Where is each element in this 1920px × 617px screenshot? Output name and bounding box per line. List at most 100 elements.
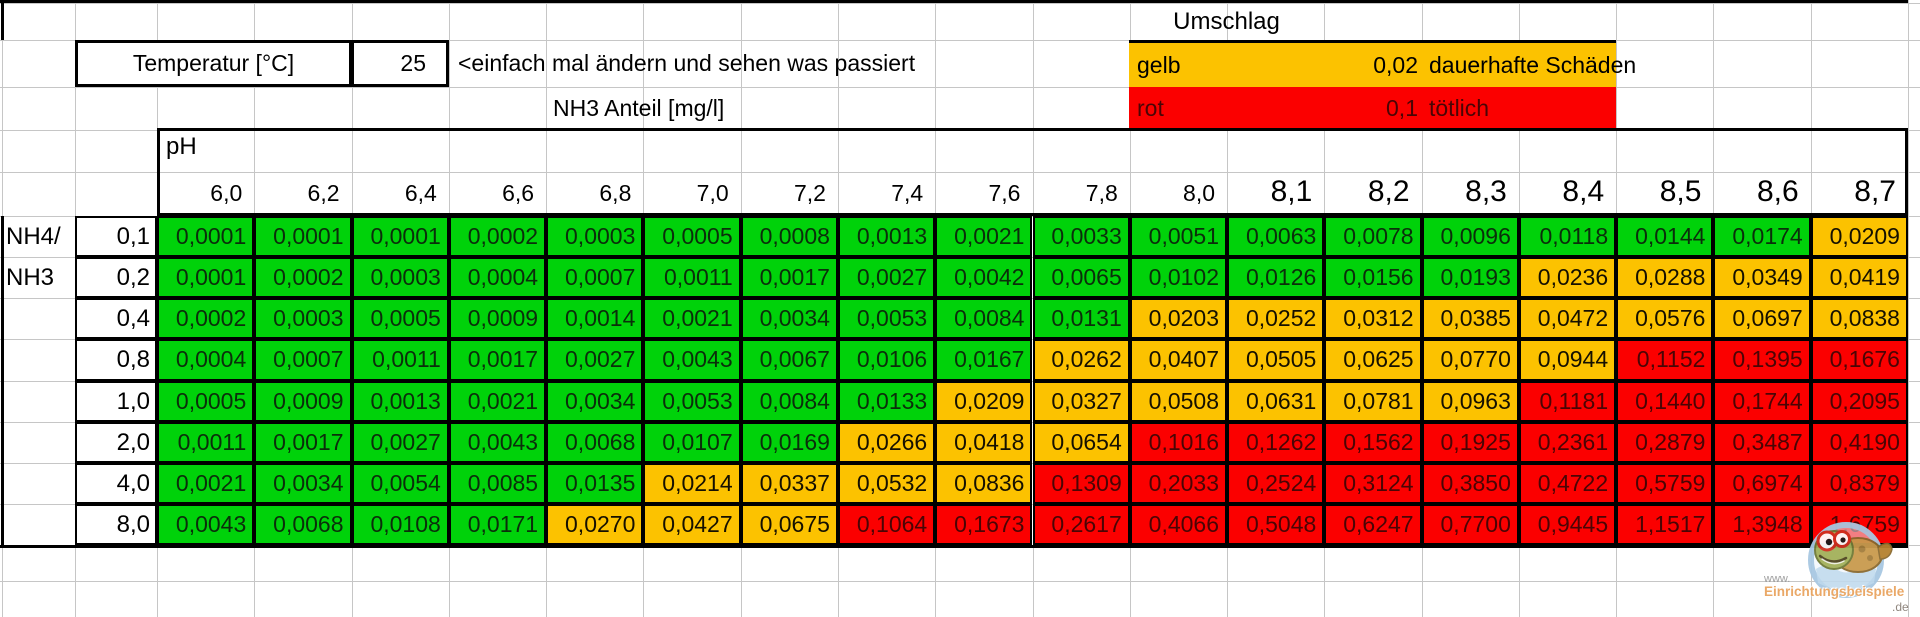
data-cell[interactable]: 0,0963: [1421, 380, 1519, 422]
data-cell[interactable]: 0,1309: [1032, 462, 1130, 504]
data-cell[interactable]: 0,0944: [1518, 339, 1617, 381]
data-cell[interactable]: 0,0043: [157, 503, 255, 545]
temperatur-value-cell[interactable]: 25: [351, 40, 449, 87]
data-cell[interactable]: 0,1395: [1713, 339, 1811, 381]
data-cell[interactable]: 0,0532: [837, 462, 936, 504]
data-cell[interactable]: 0,0096: [1421, 216, 1519, 258]
data-cell[interactable]: 0,0021: [448, 380, 547, 422]
row-label-cell[interactable]: 0,4: [75, 298, 157, 340]
data-cell[interactable]: 0,4722: [1518, 462, 1617, 504]
data-cell[interactable]: 0,0270: [546, 503, 644, 545]
data-cell[interactable]: 0,0009: [254, 380, 352, 422]
data-cell[interactable]: 0,1440: [1616, 380, 1714, 422]
data-cell[interactable]: 0,1016: [1129, 421, 1228, 463]
data-cell[interactable]: 0,0068: [546, 421, 644, 463]
data-cell[interactable]: 0,0034: [546, 380, 644, 422]
data-cell[interactable]: 0,0266: [837, 421, 936, 463]
data-cell[interactable]: 0,0007: [546, 257, 644, 299]
ph-header-cell[interactable]: 7,0: [696, 180, 729, 206]
data-cell[interactable]: 0,0108: [351, 503, 449, 545]
data-cell[interactable]: 0,1262: [1227, 421, 1325, 463]
data-cell[interactable]: 0,4190: [1810, 421, 1908, 463]
data-cell[interactable]: 0,5048: [1227, 503, 1325, 545]
data-cell[interactable]: 0,0171: [448, 503, 547, 545]
row-label-cell[interactable]: 0,8: [75, 339, 157, 381]
data-cell[interactable]: 0,0034: [740, 298, 838, 340]
ph-header-cell[interactable]: 7,6: [988, 180, 1021, 206]
row-label-cell[interactable]: 0,1: [75, 216, 157, 258]
data-cell[interactable]: 0,0027: [837, 257, 936, 299]
data-cell[interactable]: 0,6247: [1324, 503, 1422, 545]
data-cell[interactable]: 0,1925: [1421, 421, 1519, 463]
legend-row-rot[interactable]: rot 0,1 tötlich: [1129, 87, 1616, 130]
data-cell[interactable]: 0,0169: [740, 421, 838, 463]
data-cell[interactable]: 0,0427: [643, 503, 741, 545]
data-cell[interactable]: 0,2033: [1129, 462, 1228, 504]
data-cell[interactable]: 0,0067: [740, 339, 838, 381]
data-cell[interactable]: 0,0042: [935, 257, 1033, 299]
data-cell[interactable]: 0,0011: [157, 421, 255, 463]
data-cell[interactable]: 0,0004: [448, 257, 547, 299]
data-cell[interactable]: 0,0770: [1421, 339, 1519, 381]
legend-rot-threshold[interactable]: 0,1: [1386, 95, 1418, 121]
data-cell[interactable]: 0,0167: [935, 339, 1033, 381]
data-cell[interactable]: 0,0002: [157, 298, 255, 340]
data-cell[interactable]: 0,0407: [1129, 339, 1228, 381]
data-cell[interactable]: 0,0017: [740, 257, 838, 299]
row-label-cell[interactable]: 8,0: [75, 503, 157, 545]
data-cell[interactable]: 0,0005: [157, 380, 255, 422]
data-cell[interactable]: 0,0697: [1713, 298, 1811, 340]
data-cell[interactable]: 0,0001: [157, 257, 255, 299]
data-cell[interactable]: 0,0002: [448, 216, 547, 258]
legend-gelb-threshold[interactable]: 0,02: [1373, 51, 1418, 78]
data-cell[interactable]: 0,0174: [1713, 216, 1811, 258]
data-cell[interactable]: 0,0001: [351, 216, 449, 258]
data-cell[interactable]: 0,3850: [1421, 462, 1519, 504]
row-label-cell[interactable]: 0,2: [75, 257, 157, 299]
data-cell[interactable]: 0,0156: [1324, 257, 1422, 299]
data-cell[interactable]: 0,0001: [157, 216, 255, 258]
data-cell[interactable]: 0,0131: [1032, 298, 1130, 340]
data-cell[interactable]: 0,0021: [935, 216, 1033, 258]
data-cell[interactable]: 0,2617: [1032, 503, 1130, 545]
data-cell[interactable]: 0,0063: [1227, 216, 1325, 258]
data-cell[interactable]: 0,0262: [1032, 339, 1130, 381]
data-cell[interactable]: 0,0118: [1518, 216, 1617, 258]
data-cell[interactable]: 1,1517: [1616, 503, 1714, 545]
data-cell[interactable]: 0,0053: [643, 380, 741, 422]
ph-header-cell[interactable]: 6,2: [307, 180, 340, 206]
ph-header-cell[interactable]: 8,0: [1183, 180, 1216, 206]
ph-header-cell[interactable]: 8,2: [1367, 175, 1410, 208]
data-cell[interactable]: 0,6974: [1713, 462, 1811, 504]
data-cell[interactable]: 0,0214: [643, 462, 741, 504]
data-cell[interactable]: 0,0419: [1810, 257, 1908, 299]
ph-header-cell[interactable]: 6,8: [599, 180, 632, 206]
data-cell[interactable]: 0,0203: [1129, 298, 1228, 340]
row-label-cell[interactable]: 2,0: [75, 421, 157, 463]
umschlag-header-cell[interactable]: Umschlag: [1173, 8, 1280, 35]
data-cell[interactable]: 0,0017: [254, 421, 352, 463]
data-cell[interactable]: 0,2879: [1616, 421, 1714, 463]
data-cell[interactable]: 0,0631: [1227, 380, 1325, 422]
data-cell[interactable]: 0,0654: [1032, 421, 1130, 463]
data-cell[interactable]: 0,1181: [1518, 380, 1617, 422]
row-label-cell[interactable]: 1,0: [75, 380, 157, 422]
ph-header-cell[interactable]: 7,2: [793, 180, 826, 206]
data-cell[interactable]: 0,0054: [351, 462, 449, 504]
data-cell[interactable]: 0,0005: [643, 216, 741, 258]
data-cell[interactable]: 0,0107: [643, 421, 741, 463]
data-cell[interactable]: 0,0002: [254, 257, 352, 299]
ph-header-cell[interactable]: 8,3: [1465, 175, 1507, 208]
data-cell[interactable]: 0,0836: [935, 462, 1033, 504]
data-cell[interactable]: 0,0004: [157, 339, 255, 381]
data-cell[interactable]: 0,5759: [1616, 462, 1714, 504]
data-cell[interactable]: 0,2361: [1518, 421, 1617, 463]
data-cell[interactable]: 1,3948: [1713, 503, 1811, 545]
data-cell[interactable]: 0,3124: [1324, 462, 1422, 504]
data-cell[interactable]: 0,0209: [935, 380, 1033, 422]
data-cell[interactable]: 0,0472: [1518, 298, 1617, 340]
data-cell[interactable]: 0,0034: [254, 462, 352, 504]
data-cell[interactable]: 0,0021: [643, 298, 741, 340]
data-cell[interactable]: 0,0106: [837, 339, 936, 381]
data-cell[interactable]: 0,8379: [1810, 462, 1908, 504]
